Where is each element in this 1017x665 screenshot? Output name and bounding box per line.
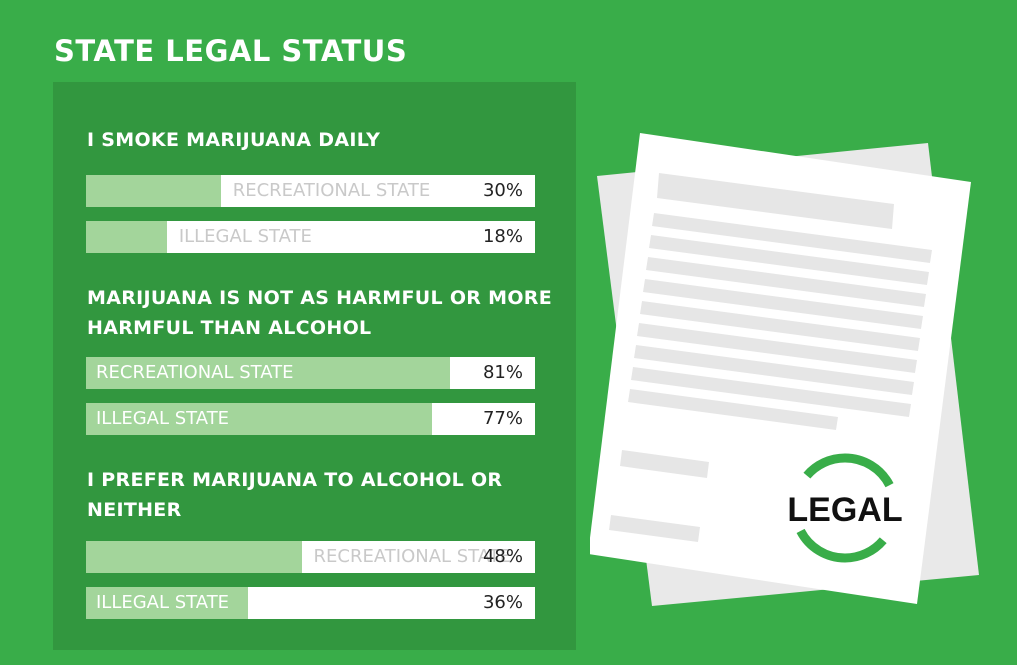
question-1-label: I SMOKE MARIJUANA DAILY (87, 129, 381, 151)
bar-q3-recreational: RECREATIONAL STATE 48% (86, 541, 535, 573)
bar-value-label: 36% (482, 592, 523, 613)
bar-fill (86, 587, 248, 619)
document-illustration: LEGAL (590, 133, 979, 606)
bar-fill (86, 541, 302, 573)
bar-label: RECREATIONAL STATE (96, 362, 294, 383)
legal-stamp: LEGAL (787, 453, 903, 563)
bar-fill (86, 357, 450, 389)
bar-q3-illegal: ILLEGAL STATE 36% (86, 587, 535, 619)
bar-value-label: 30% (482, 180, 523, 201)
bar-value-label: 18% (482, 226, 523, 247)
bar-q2-recreational: RECREATIONAL STATE 81% (86, 357, 535, 389)
bar-q1-recreational: RECREATIONAL STATE 30% (86, 175, 535, 207)
question-3-label: I PREFER MARIJUANA TO ALCOHOL OR NEITHER (87, 469, 503, 521)
stamp-text: LEGAL (787, 491, 902, 529)
bar-q2-illegal: ILLEGAL STATE 77% (86, 403, 535, 435)
chart-title: STATE LEGAL STATUS (54, 34, 408, 68)
bar-label: RECREATIONAL STATE (313, 546, 512, 567)
bar-fill (86, 403, 432, 435)
bar-fill (86, 221, 167, 253)
text-lines (609, 173, 932, 542)
bar-fill (86, 175, 221, 207)
bar-label: RECREATIONAL STATE (232, 180, 431, 201)
chart-panel: I SMOKE MARIJUANA DAILY RECREATIONAL STA… (53, 82, 576, 650)
bar-value-label: 48% (482, 546, 523, 567)
bar-label: ILLEGAL STATE (178, 226, 312, 247)
bar-label: ILLEGAL STATE (96, 408, 230, 429)
bar-q1-illegal: ILLEGAL STATE 18% (86, 221, 535, 253)
question-2-label: MARIJUANA IS NOT AS HARMFUL OR MORE HARM… (87, 287, 552, 339)
bar-value-label: 81% (482, 362, 523, 383)
bar-value-label: 77% (482, 408, 523, 429)
bar-label: ILLEGAL STATE (96, 592, 230, 613)
